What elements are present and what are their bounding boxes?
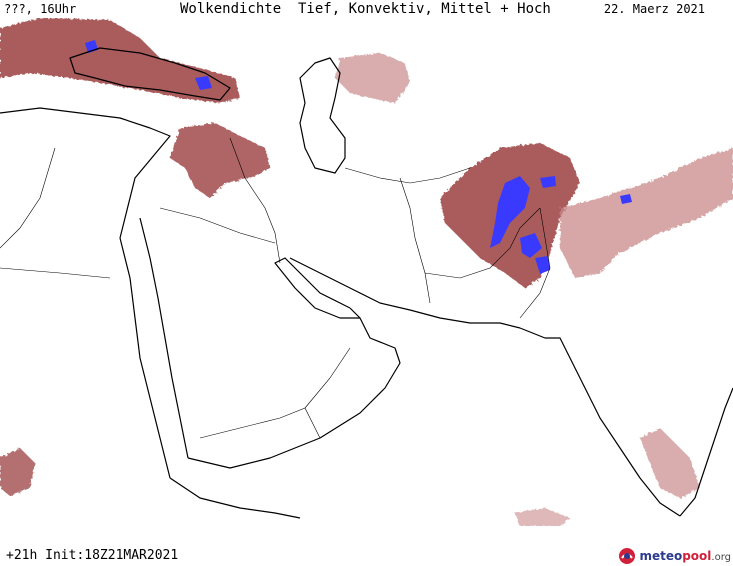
coast-horn-africa	[169, 477, 301, 519]
brand-part-pool: pool	[682, 549, 712, 563]
coast-anatolia	[0, 107, 171, 239]
cloud-region-turkey	[0, 18, 240, 103]
coast-persian-gulf	[274, 257, 360, 319]
border-libya-egypt	[0, 147, 56, 249]
border-turkmen	[344, 167, 471, 184]
border-egypt-sudan	[0, 267, 111, 279]
cloud-region-arabian-sea	[515, 508, 570, 526]
coast-red-sea-west	[119, 237, 171, 479]
convective-core-nepal	[620, 194, 632, 204]
border-saudi-iraq	[159, 207, 276, 244]
border-saudi-yemen	[199, 407, 321, 439]
brand-part-org: .org	[711, 552, 731, 563]
cloud-region-south-india	[640, 428, 700, 498]
cloud-density-map	[0, 18, 733, 526]
coast-caspian	[299, 57, 346, 174]
convective-core-sindh	[535, 256, 550, 274]
borders	[0, 137, 551, 439]
convective-core-kashmir	[540, 176, 556, 188]
coast-black-sea	[69, 47, 231, 101]
cloud-region-caspian	[335, 53, 410, 103]
cloud-region-africa	[0, 448, 35, 496]
convective-core-pakistan	[490, 176, 530, 248]
cloud-cover-layer	[0, 18, 733, 526]
forecast-init-label: +21h Init:18Z21MAR2021	[6, 548, 179, 563]
cloud-region-north-india	[560, 148, 733, 278]
coast-iran-south	[289, 257, 521, 329]
coast-india-east	[679, 387, 733, 517]
meteopool-brand[interactable]: meteopool.org	[618, 546, 731, 566]
coastlines	[0, 47, 733, 519]
border-iran-afghanistan	[399, 177, 431, 304]
border-afghanistan-pakistan	[424, 207, 541, 279]
meteopool-logo-icon	[619, 548, 636, 564]
convective-core-punjab	[520, 233, 542, 258]
border-saudi-oman	[304, 347, 351, 409]
border-pakistan-india	[519, 207, 551, 319]
cloud-region-east-med	[170, 123, 270, 198]
convective-core-black-sea	[195, 76, 212, 90]
border-iran-iraq	[229, 137, 281, 264]
coast-arabia-south	[187, 307, 401, 469]
convective-layer	[85, 40, 632, 274]
forecast-run-label: ???, 16Uhr	[4, 2, 77, 16]
meteopool-brand-text: meteopool.org	[639, 549, 731, 563]
coast-india-west	[519, 327, 681, 517]
coast-arabia-west	[139, 217, 189, 459]
forecast-date: 22. Maerz 2021	[603, 2, 705, 16]
brand-part-meteo: meteo	[639, 549, 683, 563]
map-title: Wolkendichte Tief, Konvektiv, Mittel + H…	[180, 1, 551, 17]
